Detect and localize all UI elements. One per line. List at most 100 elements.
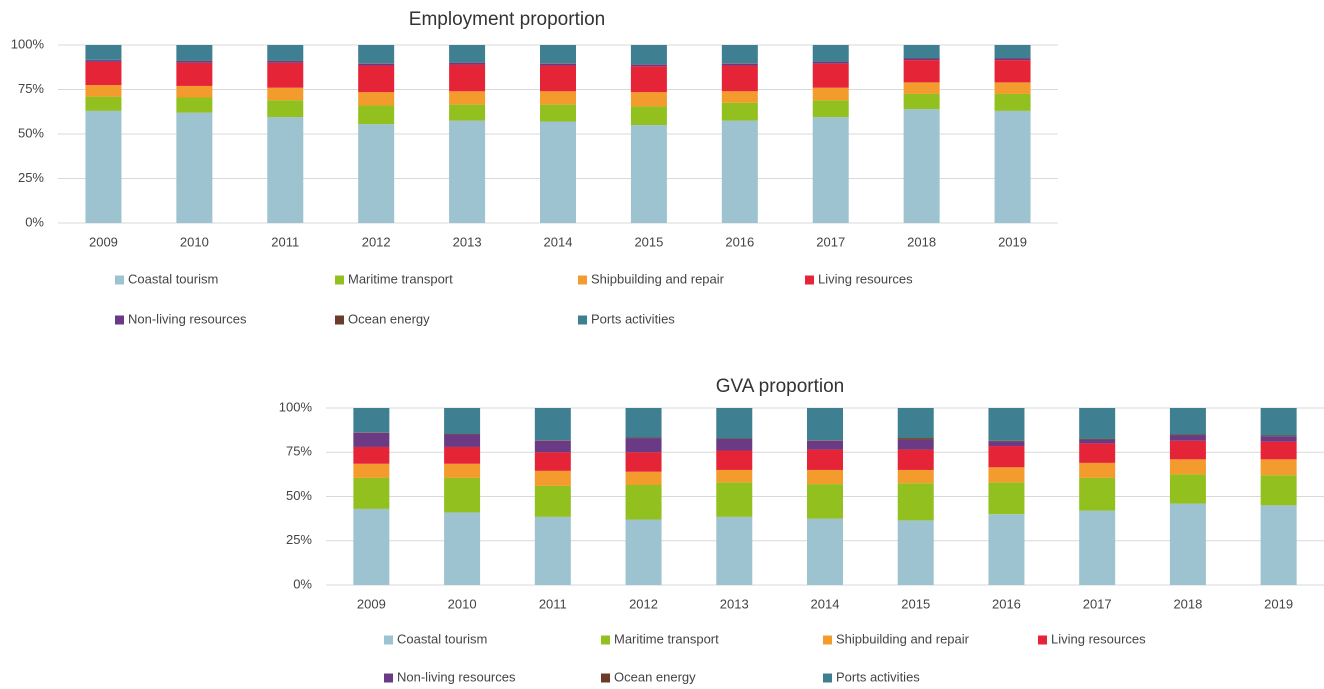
x-tick-label: 2009 [357, 596, 386, 611]
bar-segment [1260, 441, 1297, 460]
bar-segment [444, 408, 481, 435]
bar-segment [807, 469, 843, 485]
bar-segment [176, 61, 213, 63]
legend-label: Living resources [1051, 631, 1146, 646]
bar-segment [534, 516, 571, 585]
bar-segment [897, 439, 934, 450]
x-tick-label: 2011 [539, 596, 567, 611]
bar-segment [353, 446, 390, 464]
bar-segment [85, 45, 122, 60]
bar-segment [534, 452, 571, 471]
legend-swatch [115, 315, 124, 325]
x-tick-label: 2016 [992, 596, 1021, 611]
legend-label: Living resources [818, 271, 913, 286]
bar-segment [85, 60, 122, 62]
x-tick-label: 2017 [816, 234, 845, 249]
bar-segment [267, 100, 304, 118]
bar-segment [534, 470, 571, 486]
bar-segment [630, 125, 667, 223]
bar-segment [807, 449, 843, 470]
bar-segment [444, 434, 481, 435]
y-tick-label: 100% [11, 36, 45, 51]
bar-segment [353, 432, 390, 447]
bar-segment [449, 120, 486, 223]
bar-segment [630, 64, 667, 67]
bar-segment [444, 434, 481, 447]
bar-segment [358, 45, 395, 64]
legend-label: Ocean energy [614, 669, 696, 684]
bar-segment [534, 440, 571, 453]
bar-segment [267, 62, 304, 88]
bar-segment [625, 437, 662, 439]
x-tick-label: 2015 [901, 596, 930, 611]
bar-segment [534, 408, 571, 441]
bar-segment [1079, 439, 1116, 444]
x-tick-label: 2010 [180, 234, 209, 249]
bar-segment [1260, 505, 1297, 585]
bar-segment [625, 408, 662, 438]
bar-segment [358, 92, 395, 106]
bar-segment [176, 112, 213, 223]
bar-segment [716, 408, 753, 439]
bar-segment [267, 87, 304, 101]
y-tick-label: 75% [286, 444, 312, 459]
y-tick-label: 0% [25, 214, 44, 229]
bar-segment [897, 520, 934, 585]
legend-swatch [578, 315, 587, 325]
bar-segment [1260, 408, 1297, 436]
bar-segment [85, 61, 122, 86]
bar-segment [994, 93, 1031, 111]
legend-swatch [601, 635, 610, 645]
bar-segment [716, 482, 753, 517]
bar-segment [625, 484, 662, 520]
legend-swatch [1038, 635, 1047, 645]
bar-segment [85, 110, 122, 223]
legend-label: Shipbuilding and repair [591, 271, 725, 286]
x-tick-label: 2011 [271, 234, 299, 249]
bar-segment [625, 471, 662, 485]
x-tick-label: 2013 [453, 234, 482, 249]
bar-segment [988, 446, 1025, 468]
bar-segment [1260, 435, 1297, 437]
bar-segment [812, 61, 849, 64]
bar-segment [267, 61, 304, 63]
bar-segment [1079, 443, 1116, 463]
bar-segment [812, 45, 849, 62]
bar-segment [1260, 436, 1297, 442]
x-tick-label: 2019 [1264, 596, 1293, 611]
bar-segment [1169, 474, 1206, 504]
bar-segment [897, 438, 934, 440]
y-tick-label: 25% [18, 170, 44, 185]
bar-segment [812, 100, 849, 118]
bar-segment [897, 449, 934, 470]
bar-segment [716, 516, 753, 585]
bar-segment [358, 65, 395, 93]
x-tick-label: 2010 [448, 596, 477, 611]
legend-label: Coastal tourism [397, 631, 487, 646]
bar-segment [540, 121, 576, 223]
y-tick-label: 100% [279, 399, 313, 414]
bar-segment [625, 438, 662, 453]
x-tick-label: 2012 [629, 596, 658, 611]
bar-segment [903, 60, 940, 83]
bar-segment [449, 64, 486, 92]
bar-segment [988, 467, 1025, 483]
legend-label: Maritime transport [348, 271, 453, 286]
bar-segment [630, 66, 667, 93]
bar-segment [716, 450, 753, 470]
bar-segment [812, 63, 849, 88]
x-tick-label: 2013 [720, 596, 749, 611]
bar-segment [903, 82, 940, 94]
bar-segment [540, 104, 576, 122]
legend-swatch [823, 635, 832, 645]
bar-segment [988, 482, 1025, 515]
bar-segment [807, 440, 843, 441]
x-tick-label: 2014 [811, 596, 840, 611]
bar-segment [1169, 503, 1206, 585]
bar-segment [176, 85, 213, 98]
bar-segment [444, 446, 481, 464]
bar-segment [625, 519, 662, 585]
bar-segment [807, 408, 843, 441]
x-tick-label: 2014 [544, 234, 573, 249]
